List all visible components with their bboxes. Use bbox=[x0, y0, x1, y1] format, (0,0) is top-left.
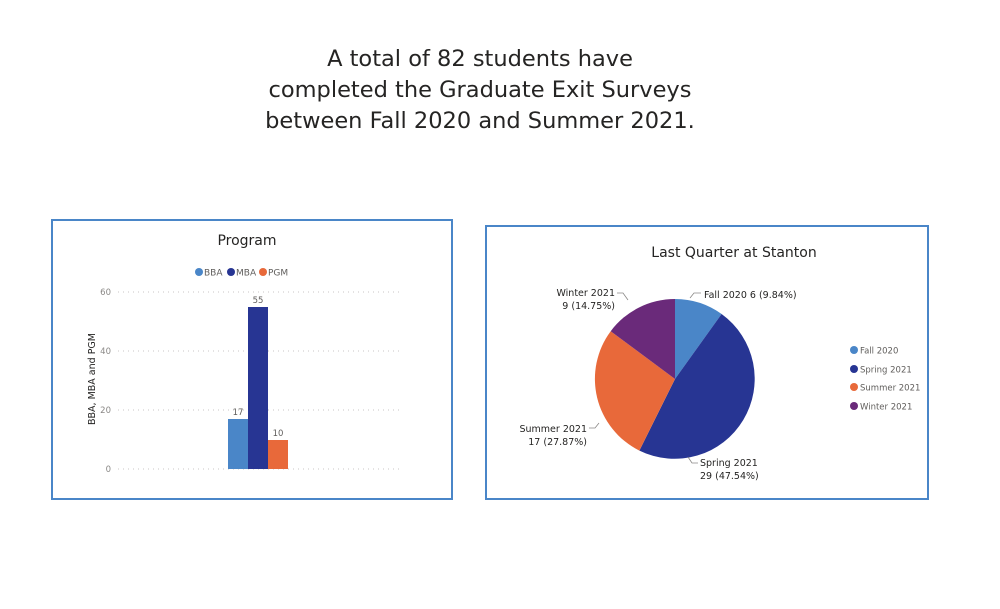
quarter-chart-title: Last Quarter at Stanton bbox=[651, 245, 816, 261]
quarter-pie-chart: Last Quarter at Stanton Fall 2020 6 (9.8… bbox=[519, 245, 920, 482]
svg-text:Fall 2020: Fall 2020 bbox=[860, 347, 898, 357]
label-fall-2020: Fall 2020 6 (9.84%) bbox=[704, 290, 797, 301]
legend-fall-marker-icon bbox=[850, 346, 858, 354]
bar-pgm-label: 10 bbox=[273, 429, 284, 439]
label-spring-2021-name: Spring 2021 bbox=[700, 458, 758, 469]
svg-text:Spring 2021: Spring 2021 bbox=[860, 366, 912, 376]
bar-mba-label: 55 bbox=[253, 296, 264, 306]
svg-text:40: 40 bbox=[100, 347, 111, 357]
svg-text:20: 20 bbox=[100, 406, 111, 416]
legend-summer-marker-icon bbox=[850, 383, 858, 391]
svg-text:Summer 2021: Summer 2021 bbox=[860, 384, 920, 394]
legend-item-pgm[interactable]: PGM bbox=[259, 268, 288, 279]
quarter-chart-panel[interactable]: Last Quarter at Stanton Fall 2020 6 (9.8… bbox=[485, 225, 929, 500]
svg-text:0: 0 bbox=[106, 465, 111, 475]
svg-text:Winter 2021: Winter 2021 bbox=[860, 403, 912, 413]
legend-winter-marker-icon bbox=[850, 402, 858, 410]
headline-line-3: between Fall 2020 and Summer 2021. bbox=[265, 108, 695, 134]
slice-fall-2020[interactable] bbox=[675, 299, 722, 379]
bar-pgm[interactable] bbox=[268, 440, 288, 469]
program-y-ticks: 60 40 20 0 bbox=[100, 288, 111, 475]
legend-pgm-marker-icon bbox=[259, 268, 267, 276]
program-chart-title: Program bbox=[217, 233, 276, 249]
slice-winter-2021[interactable] bbox=[610, 298, 675, 379]
bar-mba[interactable] bbox=[248, 307, 268, 469]
headline-line-2: completed the Graduate Exit Surveys bbox=[268, 77, 692, 103]
pie bbox=[594, 298, 755, 459]
label-winter-2021-value: 9 (14.75%) bbox=[562, 301, 615, 312]
legend-item-bba[interactable]: BBA bbox=[195, 268, 223, 279]
legend-item-spring-2021[interactable]: Spring 2021 bbox=[850, 365, 912, 376]
quarter-legend: Fall 2020 Spring 2021 Summer 2021 Winter… bbox=[850, 346, 920, 413]
legend-item-summer-2021[interactable]: Summer 2021 bbox=[850, 383, 920, 394]
bar-bba[interactable] bbox=[228, 419, 248, 469]
label-spring-2021-value: 29 (47.54%) bbox=[700, 471, 759, 482]
svg-text:BBA: BBA bbox=[204, 269, 223, 279]
label-summer-2021-value: 17 (27.87%) bbox=[528, 437, 587, 448]
headline-text: A total of 82 students have completed th… bbox=[0, 44, 960, 137]
legend-spring-marker-icon bbox=[850, 365, 858, 373]
bar-bba-label: 17 bbox=[233, 408, 244, 418]
svg-text:MBA: MBA bbox=[236, 269, 257, 279]
headline-line-1: A total of 82 students have bbox=[327, 46, 633, 72]
legend-mba-marker-icon bbox=[227, 268, 235, 276]
program-y-axis-label: BBA, MBA and PGM bbox=[87, 333, 98, 425]
legend-item-winter-2021[interactable]: Winter 2021 bbox=[850, 402, 912, 413]
program-bar-chart: Program BBA MBA PGM BBA, MBA and PGM bbox=[87, 233, 403, 475]
svg-text:60: 60 bbox=[100, 288, 111, 298]
slice-spring-2021[interactable] bbox=[639, 314, 755, 459]
leader-lines bbox=[589, 292, 701, 464]
slice-summer-2021[interactable] bbox=[594, 331, 675, 451]
program-legend: BBA MBA PGM bbox=[195, 268, 288, 279]
svg-text:PGM: PGM bbox=[268, 269, 288, 279]
label-winter-2021-name: Winter 2021 bbox=[556, 288, 615, 299]
legend-item-mba[interactable]: MBA bbox=[227, 268, 257, 279]
legend-bba-marker-icon bbox=[195, 268, 203, 276]
program-chart-panel[interactable]: Program BBA MBA PGM BBA, MBA and PGM bbox=[51, 219, 453, 500]
label-summer-2021-name: Summer 2021 bbox=[519, 424, 587, 435]
legend-item-fall-2020[interactable]: Fall 2020 bbox=[850, 346, 898, 357]
